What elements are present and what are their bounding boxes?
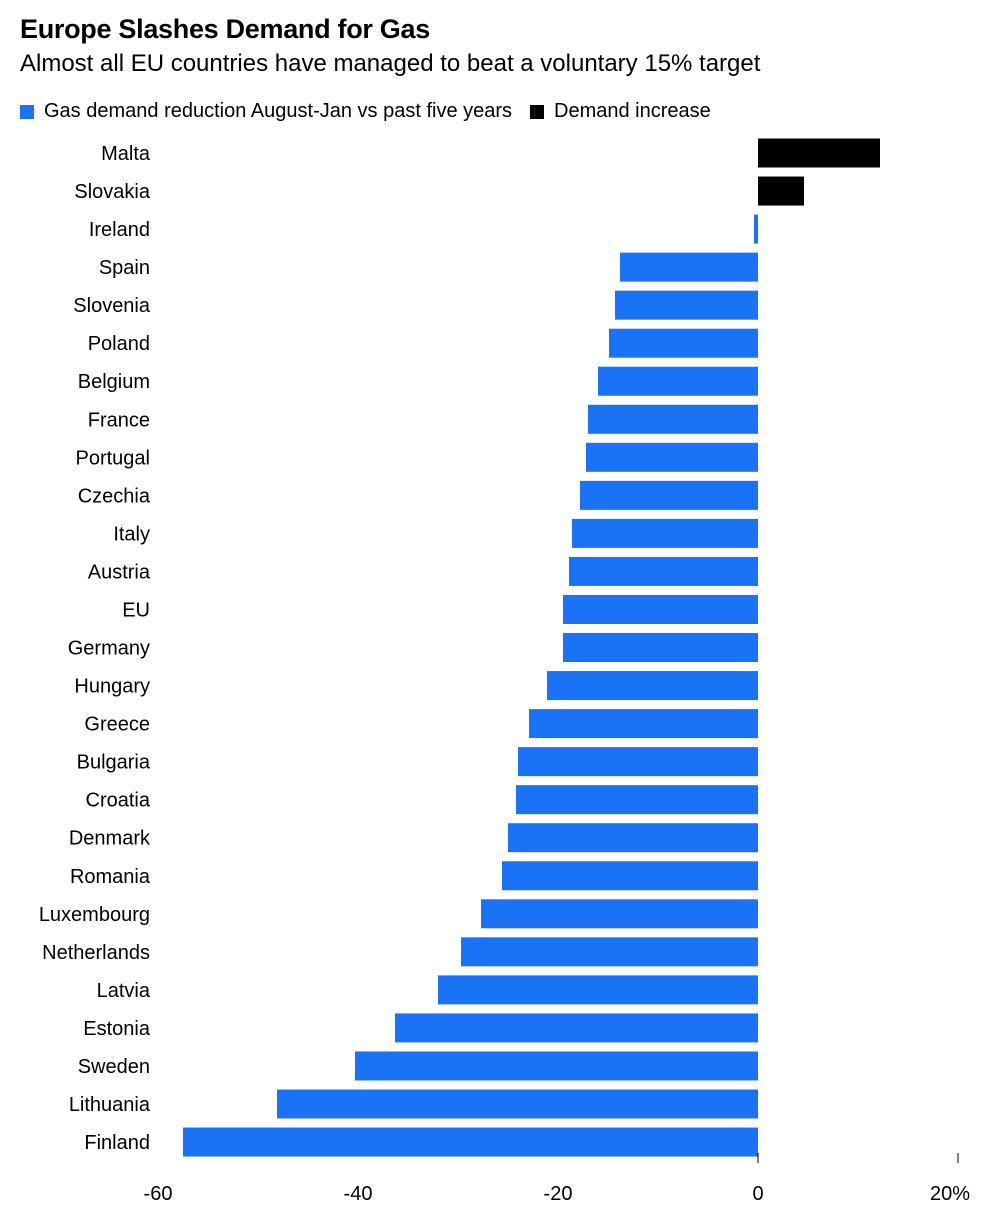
bar-croatia	[516, 785, 758, 815]
bar-bulgaria	[518, 747, 758, 777]
bar-slovakia	[758, 176, 804, 206]
bar-spain	[620, 252, 758, 282]
category-label: Lithuania	[69, 1094, 151, 1116]
bar-latvia	[438, 975, 758, 1005]
category-label: Austria	[88, 561, 151, 583]
category-label: Czechia	[78, 485, 151, 507]
bar-netherlands	[461, 937, 758, 967]
bar-sweden	[355, 1051, 758, 1081]
x-axis: -60 -40 -20 0 20%	[144, 1153, 970, 1205]
legend-item-increase: Demand increase	[530, 100, 711, 123]
bar-lithuania	[277, 1089, 758, 1119]
legend: Gas demand reduction August-Jan vs past …	[20, 100, 729, 123]
bar-eu	[563, 594, 758, 624]
category-label: Croatia	[86, 790, 151, 812]
bar-estonia	[395, 1013, 758, 1043]
category-label: Germany	[68, 638, 150, 660]
bar-greece	[529, 709, 758, 739]
legend-swatch-reduction	[20, 104, 34, 119]
bar-france	[588, 404, 758, 434]
category-label: Luxembourg	[39, 904, 150, 926]
bar-malta	[758, 138, 880, 168]
bar-austria	[569, 556, 758, 586]
category-label: France	[88, 409, 150, 431]
bar-portugal	[586, 442, 758, 472]
category-label: Slovakia	[74, 181, 150, 203]
bar-slovenia	[615, 290, 758, 320]
bar-hungary	[547, 671, 758, 701]
x-tick-label: 20%	[930, 1183, 970, 1205]
bar-germany	[563, 633, 758, 663]
chart-title: Europe Slashes Demand for Gas	[20, 14, 430, 44]
category-label: Spain	[99, 257, 150, 279]
category-labels: Malta Slovakia Ireland Spain Slovenia Poland B…	[39, 143, 151, 1154]
legend-swatch-increase	[530, 104, 545, 119]
category-label: Latvia	[97, 980, 151, 1002]
bar-poland	[609, 328, 758, 358]
category-label: Sweden	[78, 1056, 150, 1078]
category-label: EU	[122, 599, 150, 621]
bar-denmark	[508, 823, 758, 853]
bar-romania	[502, 861, 758, 891]
category-label: Slovenia	[73, 295, 151, 317]
bar-ireland	[754, 214, 758, 244]
category-label: Finland	[84, 1132, 150, 1154]
category-label: Portugal	[76, 447, 151, 469]
bar-belgium	[598, 366, 758, 396]
category-label: Hungary	[74, 676, 150, 698]
category-label: Italy	[113, 523, 150, 545]
category-label: Bulgaria	[77, 752, 151, 774]
chart-subtitle: Almost all EU countries have managed to …	[20, 50, 761, 77]
x-tick-label: 0	[752, 1183, 763, 1205]
legend-label-reduction: Gas demand reduction August-Jan vs past …	[44, 100, 513, 122]
bars-group	[183, 138, 880, 1157]
bar-luxembourg	[481, 899, 758, 929]
bar-czechia	[580, 480, 758, 510]
legend-item-reduction: Gas demand reduction August-Jan vs past …	[20, 100, 512, 123]
x-tick-label: -40	[344, 1183, 373, 1205]
x-tick-label: -20	[544, 1183, 573, 1205]
bar-finland	[183, 1127, 758, 1157]
x-tick-label: -60	[144, 1183, 173, 1205]
category-label: Belgium	[78, 371, 150, 393]
legend-label-increase: Demand increase	[554, 100, 711, 122]
category-label: Denmark	[69, 828, 151, 850]
category-label: Ireland	[89, 219, 150, 241]
category-label: Romania	[70, 866, 151, 888]
category-label: Estonia	[83, 1018, 151, 1040]
bar-italy	[572, 518, 758, 548]
category-label: Netherlands	[42, 942, 150, 964]
category-label: Greece	[84, 714, 150, 736]
category-label: Malta	[101, 143, 151, 165]
category-label: Poland	[88, 333, 150, 355]
